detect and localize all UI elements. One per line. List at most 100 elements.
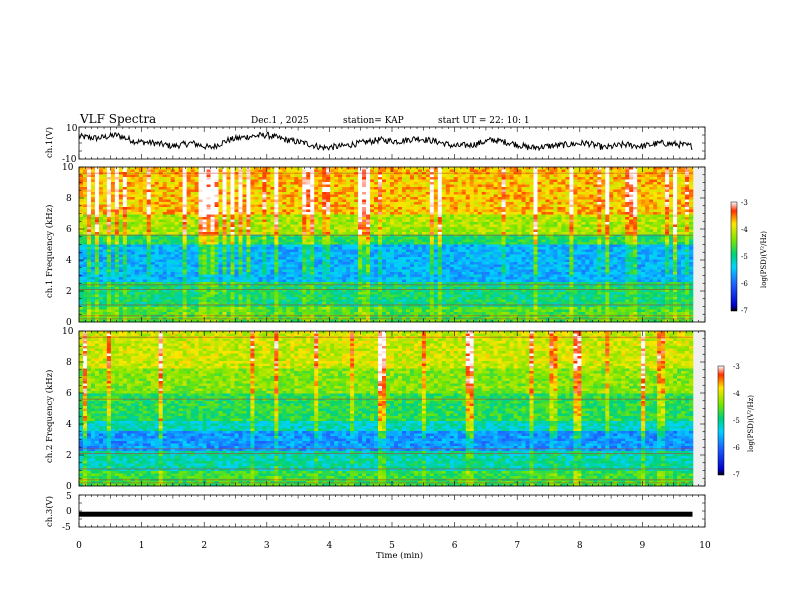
spectrogram-cell <box>354 237 359 240</box>
spectrogram-cell <box>278 169 283 173</box>
spectrogram-cell <box>397 222 403 225</box>
spectrogram-cell <box>314 254 319 258</box>
spectrogram-cell <box>270 224 275 228</box>
spectrogram-cell <box>318 302 323 305</box>
spectrogram-cell <box>362 279 367 283</box>
spectrogram-cell <box>162 257 168 260</box>
spectrogram-cell <box>334 272 339 275</box>
spectrogram-cell <box>198 202 203 205</box>
spectrogram-cell <box>86 207 92 210</box>
spectrogram-cell <box>82 197 88 200</box>
spectrogram-cell <box>242 287 247 290</box>
spectrogram-cell <box>354 254 359 258</box>
spectrogram-cell <box>358 202 363 205</box>
spectrogram-cell <box>382 262 387 265</box>
spectrogram-cell <box>254 287 259 290</box>
spectrogram-cell <box>389 179 395 183</box>
spectrogram-cell <box>150 184 156 188</box>
spectrogram-cell <box>102 177 108 180</box>
spectrogram-cell <box>342 259 347 263</box>
spectrogram-cell <box>226 224 231 228</box>
spectrogram-cell <box>374 274 379 278</box>
spectrogram-cell <box>202 179 207 183</box>
spectrogram-cell <box>290 222 295 225</box>
spectrogram-cell <box>158 197 164 200</box>
spectrogram-cell <box>378 309 383 313</box>
spectrogram-cell <box>350 204 355 208</box>
spectrogram-cell <box>98 192 104 195</box>
spectrogram-cell <box>266 197 271 200</box>
spectrogram-cell <box>250 224 255 228</box>
spectrogram-cell <box>234 302 239 305</box>
spectrogram-cell <box>186 269 191 273</box>
spectrogram-cell <box>378 272 383 275</box>
spectrogram-cell <box>202 187 207 190</box>
spectrogram-cell <box>370 239 375 243</box>
spectrogram-cell <box>230 247 235 250</box>
spectrogram-cell <box>130 299 136 303</box>
spectrogram-cell <box>370 209 375 213</box>
spectrogram-cell <box>79 252 84 255</box>
spectrogram-cell <box>126 222 132 225</box>
spectrogram-cell <box>370 177 375 180</box>
spectrogram-cell <box>86 224 92 228</box>
spectrogram-cell <box>358 224 363 228</box>
spectrogram-cell <box>254 169 259 173</box>
spectrogram-cell <box>190 252 195 255</box>
spectrogram-cell <box>334 204 339 208</box>
spectrogram-cell <box>258 227 263 230</box>
spectrogram-cell <box>238 204 243 208</box>
spectrogram-cell <box>306 169 311 173</box>
spectrogram-cell <box>334 197 339 200</box>
spectrogram-cell <box>142 232 148 235</box>
spectrogram-cell <box>230 224 235 228</box>
spectrogram-cell <box>326 199 331 203</box>
spectrogram-cell <box>330 222 335 225</box>
spectrogram-cell <box>374 272 379 275</box>
spectrogram-cell <box>362 282 367 285</box>
spectrogram-cell <box>210 249 215 253</box>
spectrogram-cell <box>290 212 295 215</box>
spectrogram-cell <box>362 222 367 225</box>
spectrogram-cell <box>298 182 303 185</box>
spectrogram-cell <box>314 304 319 308</box>
spectrogram-cell <box>166 212 171 215</box>
spectrogram-cell <box>206 217 211 220</box>
spectrogram-cell <box>206 309 211 313</box>
spectrogram-cell <box>138 174 144 178</box>
spectrogram-cell <box>310 207 315 210</box>
spectrogram-cell <box>386 267 391 270</box>
spectrogram-cell <box>118 307 124 310</box>
spectrogram-cell <box>222 202 227 205</box>
spectrogram-cell <box>106 287 112 290</box>
spectrogram-cell <box>350 239 355 243</box>
spectrogram-cell <box>214 202 219 205</box>
spectrogram-cell <box>254 204 259 208</box>
spectrogram-cell <box>290 279 295 283</box>
spectrogram-cell <box>86 307 92 310</box>
spectrogram-cell <box>393 284 399 288</box>
spectrogram-cell <box>162 307 168 310</box>
spectrogram-cell <box>238 304 243 308</box>
spectrogram-cell <box>262 219 267 223</box>
spectrogram-cell <box>102 309 108 313</box>
spectrogram-cell <box>274 182 279 185</box>
spectrogram-cell <box>366 287 371 290</box>
spectrogram-cell <box>94 307 100 310</box>
spectrogram-cell <box>370 284 375 288</box>
spectrogram-cell <box>166 229 171 233</box>
spectrogram-cell <box>374 187 379 190</box>
spectrogram-cell <box>258 219 263 223</box>
spectrogram-cell <box>393 287 399 290</box>
spectrogram-cell <box>130 277 136 280</box>
spectrogram-cell <box>378 187 383 190</box>
spectrogram-cell <box>306 267 311 270</box>
spectrogram-cell <box>386 202 391 205</box>
spectrogram-cell <box>190 307 195 310</box>
spectrogram-cell <box>90 237 96 240</box>
spectrogram-cell <box>322 259 327 263</box>
spectrogram-cell <box>342 272 347 275</box>
spectrogram-cell <box>170 242 175 245</box>
spectrogram-cell <box>142 192 148 195</box>
spectrogram-cell <box>122 254 128 258</box>
